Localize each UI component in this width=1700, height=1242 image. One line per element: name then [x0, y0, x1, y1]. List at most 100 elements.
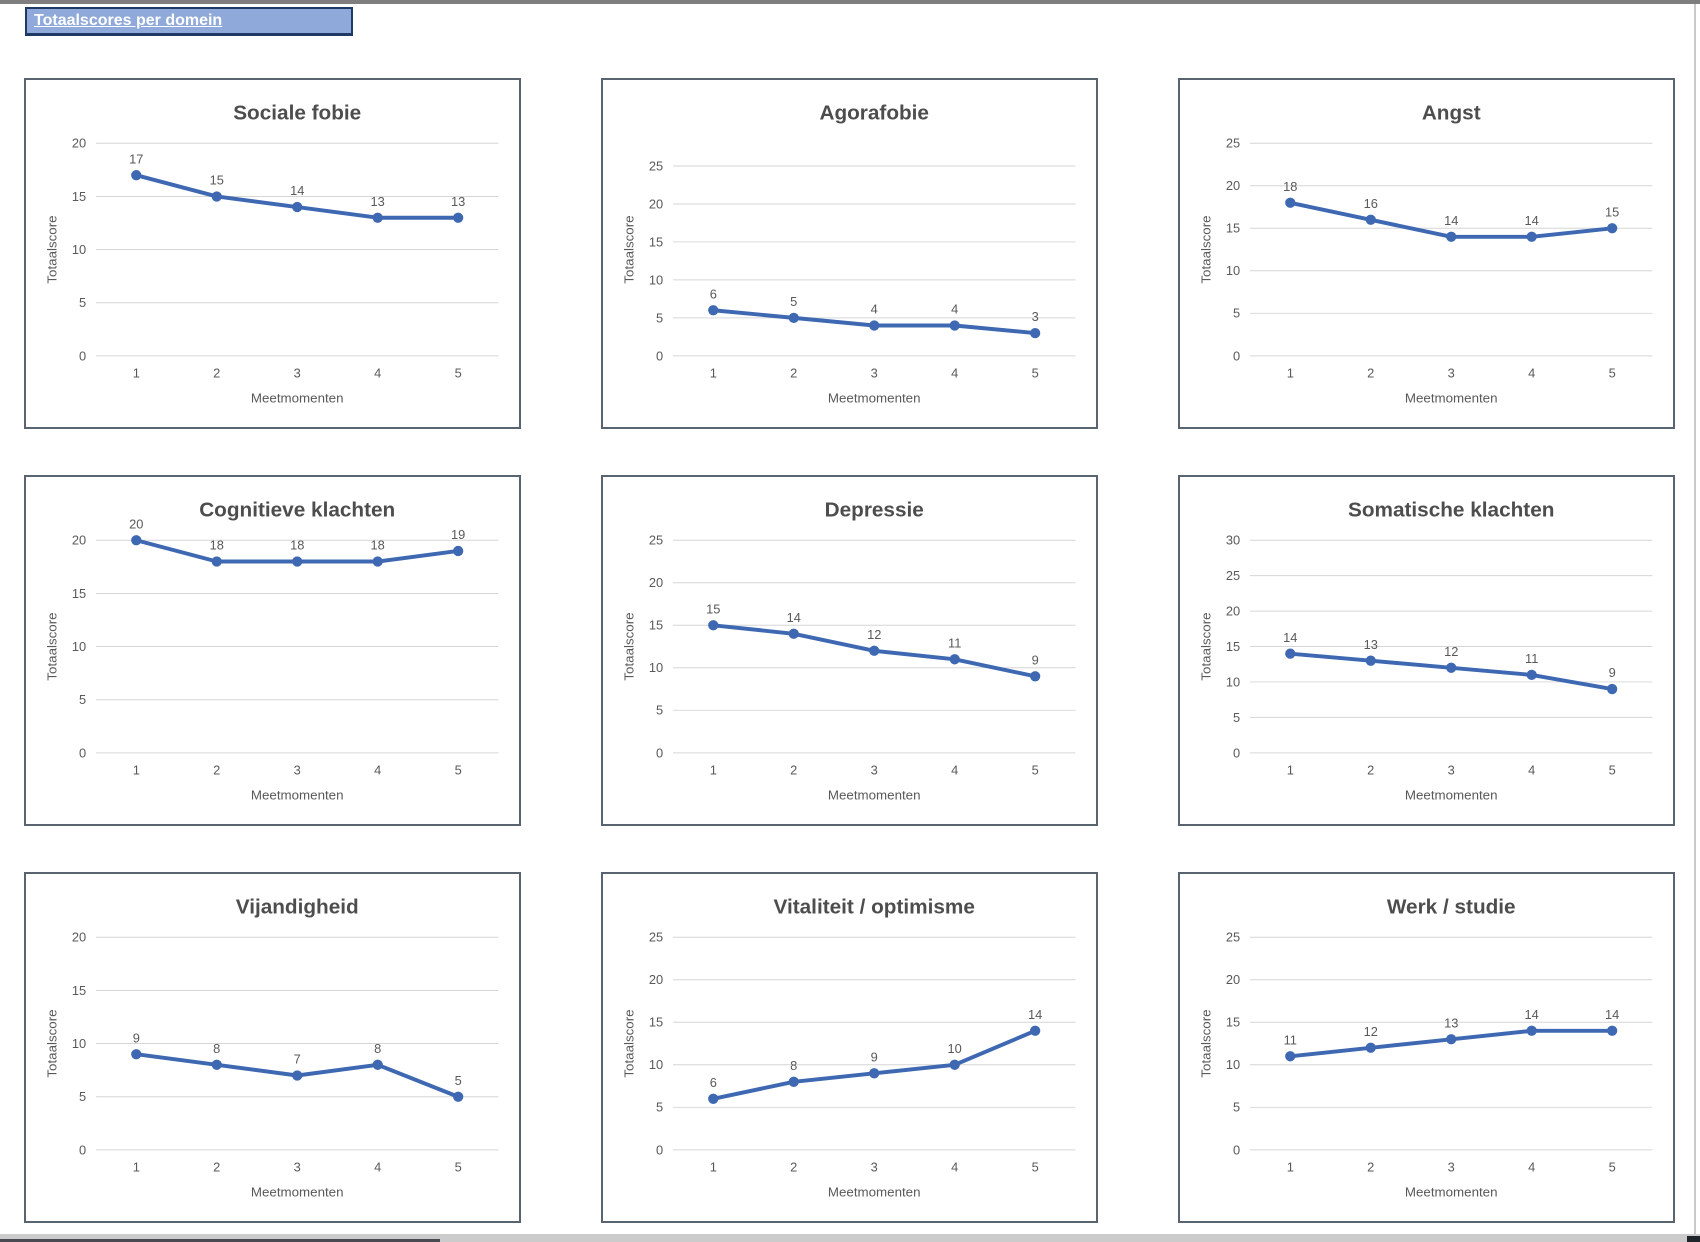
y-axis-title: Totaalscore: [1198, 612, 1213, 680]
x-tick-label: 1: [133, 366, 140, 381]
y-axis-title: Totaalscore: [621, 1009, 636, 1077]
data-label: 4: [951, 302, 958, 317]
y-tick-label: 20: [72, 136, 86, 151]
chart-panel-agorafobie[interactable]: Agorafobie 0 5 10 15 20 25 6 5 4 4 3 1 2 3 4 5 Meetmoment…: [601, 78, 1098, 429]
x-tick-label: 3: [1448, 366, 1455, 381]
x-tick-label: 2: [1367, 366, 1374, 381]
y-tick-label: 15: [1226, 1015, 1240, 1030]
data-point: [453, 212, 464, 223]
y-tick-label: 20: [649, 196, 663, 211]
data-label: 15: [1605, 204, 1619, 219]
data-label: 20: [129, 516, 143, 531]
data-point: [869, 645, 880, 656]
x-tick-label: 1: [710, 1160, 717, 1175]
y-tick-label: 15: [649, 1015, 663, 1030]
y-tick-label: 10: [649, 660, 663, 675]
data-label: 8: [790, 1058, 797, 1073]
chart-panel-vijandigheid[interactable]: Vijandigheid 0 5 10 15 20 9 8 7 8 5 1 2 3 4 5 Meetmoment…: [24, 872, 521, 1223]
header-cell-totaalscores[interactable]: Totaalscores per domein: [25, 7, 353, 36]
data-point: [1526, 1025, 1537, 1036]
data-label: 11: [1525, 651, 1538, 666]
data-point: [1030, 671, 1041, 682]
x-tick-label: 1: [133, 763, 140, 778]
chart-panel-angst[interactable]: Angst 0 5 10 15 20 25 18 16 14 14 15 1 2 3 4 5 Meetmoment…: [1178, 78, 1675, 429]
data-label: 7: [294, 1052, 301, 1067]
y-tick-label: 25: [1226, 568, 1240, 583]
data-point: [949, 320, 960, 331]
data-label: 11: [1284, 1032, 1297, 1047]
chart-panel-somatische-klachten[interactable]: Somatische klachten 0 5 10 15 20 25 30 14 13 12 11 9…: [1178, 475, 1675, 826]
x-tick-label: 3: [1448, 763, 1455, 778]
x-tick-label: 5: [1032, 366, 1039, 381]
data-point: [1285, 1051, 1296, 1062]
data-point: [1365, 655, 1376, 666]
data-point: [869, 1068, 880, 1079]
y-tick-label: 5: [1233, 306, 1240, 321]
y-tick-label: 5: [79, 295, 86, 310]
data-point: [869, 320, 880, 331]
y-tick-label: 20: [1226, 604, 1240, 619]
y-tick-label: 10: [649, 1057, 663, 1072]
data-label: 14: [1283, 630, 1297, 645]
data-label: 15: [210, 173, 224, 188]
x-tick-label: 2: [213, 763, 220, 778]
x-tick-label: 2: [213, 1160, 220, 1175]
y-tick-label: 10: [72, 639, 86, 654]
chart-panel-cognitieve-klachten[interactable]: Cognitieve klachten 0 5 10 15 20 20 18 18 18 19 1 2 3…: [24, 475, 521, 826]
x-tick-label: 3: [871, 366, 878, 381]
x-axis-title: Meetmomenten: [828, 787, 921, 802]
data-point: [788, 312, 799, 323]
data-label: 6: [710, 1075, 717, 1090]
x-axis-title: Meetmomenten: [1405, 787, 1498, 802]
y-tick-label: 0: [79, 1142, 86, 1157]
y-tick-label: 25: [649, 158, 663, 173]
data-label: 13: [1364, 637, 1378, 652]
chart-panel-vitaliteit-optimisme[interactable]: Vitaliteit / optimisme 0 5 10 15 20 25 6 8 9 10 14 1…: [601, 872, 1098, 1223]
y-tick-label: 25: [649, 930, 663, 945]
x-tick-label: 5: [1032, 1160, 1039, 1175]
data-label: 3: [1032, 309, 1039, 324]
y-tick-label: 10: [1226, 674, 1240, 689]
x-tick-label: 2: [213, 366, 220, 381]
y-tick-label: 20: [72, 930, 86, 945]
data-label: 6: [710, 286, 717, 301]
data-label: 16: [1364, 196, 1378, 211]
data-point: [211, 191, 222, 202]
window-top-edge: [0, 0, 1700, 4]
data-point: [453, 545, 464, 557]
data-point: [292, 1070, 303, 1081]
x-tick-label: 5: [1609, 763, 1616, 778]
y-tick-label: 5: [79, 692, 86, 707]
x-axis-title: Meetmomenten: [251, 390, 344, 405]
x-tick-label: 5: [1032, 763, 1039, 778]
data-point: [372, 1059, 383, 1070]
y-tick-label: 15: [1226, 639, 1240, 654]
data-point: [949, 654, 960, 665]
x-tick-label: 2: [790, 1160, 797, 1175]
y-tick-label: 20: [649, 575, 663, 590]
y-axis-title: Totaalscore: [44, 612, 59, 680]
data-label: 14: [1028, 1007, 1042, 1022]
data-label: 13: [451, 194, 465, 209]
y-tick-label: 0: [79, 745, 86, 760]
x-tick-label: 4: [374, 366, 381, 381]
x-tick-label: 4: [951, 763, 958, 778]
y-tick-label: 25: [1226, 136, 1240, 151]
data-label: 11: [948, 635, 961, 650]
chart-panel-werk-studie[interactable]: Werk / studie 0 5 10 15 20 25 11 12 13 14 14 1 2 3 4 5 Me…: [1178, 872, 1675, 1223]
y-tick-label: 10: [72, 1036, 86, 1051]
data-label: 8: [374, 1041, 381, 1056]
y-tick-label: 0: [1233, 348, 1240, 363]
data-label: 9: [871, 1049, 878, 1064]
y-axis-title: Totaalscore: [621, 215, 636, 283]
data-point: [292, 201, 303, 213]
data-point: [708, 305, 719, 316]
window-right-edge: [1694, 4, 1696, 1234]
chart-panel-sociale-fobie[interactable]: Sociale fobie 0 5 10 15 20 17 15 14 13 13 1 2 3 4 5 Meet…: [24, 78, 521, 429]
chart-panel-depressie[interactable]: Depressie 0 5 10 15 20 25 15 14 12 11 9 1 2 3 4 5 Meetmom…: [601, 475, 1098, 826]
data-point: [788, 628, 799, 639]
data-label: 12: [1444, 644, 1458, 659]
data-label: 12: [1364, 1024, 1378, 1039]
x-axis-title: Meetmomenten: [828, 1184, 921, 1199]
data-point: [1607, 223, 1618, 234]
